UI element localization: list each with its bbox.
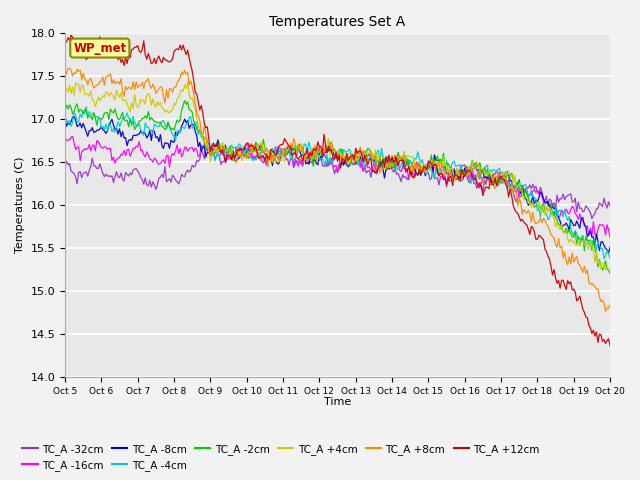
TC_A -8cm [373, 168, 381, 174]
TC_A -2cm [61, 107, 69, 113]
TC_A -4cm [606, 255, 614, 261]
TC_A +12cm [373, 171, 381, 177]
Title: Temperatures Set A: Temperatures Set A [269, 15, 406, 29]
TC_A -4cm [76, 111, 84, 117]
TC_A -2cm [541, 208, 549, 214]
TC_A +12cm [606, 343, 614, 348]
Line: TC_A -8cm: TC_A -8cm [65, 116, 610, 253]
TC_A +4cm [602, 267, 609, 273]
TC_A +12cm [541, 246, 549, 252]
TC_A -16cm [61, 135, 69, 141]
Line: TC_A +8cm: TC_A +8cm [65, 69, 610, 311]
Line: TC_A +12cm: TC_A +12cm [65, 35, 610, 346]
TC_A -2cm [373, 156, 381, 162]
TC_A -32cm [588, 216, 596, 222]
TC_A -8cm [164, 140, 172, 146]
TC_A -32cm [606, 204, 614, 209]
TC_A -8cm [78, 125, 86, 131]
Line: TC_A -16cm: TC_A -16cm [65, 136, 610, 237]
TC_A -2cm [391, 165, 399, 171]
TC_A -16cm [541, 201, 549, 206]
TC_A +4cm [163, 108, 170, 113]
TC_A -4cm [373, 150, 381, 156]
TC_A -4cm [61, 116, 69, 122]
TC_A -4cm [541, 210, 549, 216]
TC_A -16cm [68, 133, 76, 139]
TC_A -16cm [391, 155, 399, 160]
TC_A -32cm [61, 163, 69, 168]
TC_A -8cm [403, 160, 411, 166]
TC_A +4cm [541, 213, 549, 218]
TC_A +4cm [606, 265, 614, 271]
TC_A -8cm [61, 116, 69, 121]
TC_A +4cm [403, 153, 411, 159]
TC_A -16cm [78, 149, 86, 155]
TC_A -32cm [76, 168, 84, 174]
TC_A +8cm [606, 301, 614, 307]
TC_A +12cm [403, 168, 411, 174]
TC_A -2cm [76, 107, 84, 112]
TC_A -8cm [391, 153, 399, 158]
TC_A +12cm [78, 52, 86, 58]
TC_A +4cm [61, 84, 69, 90]
TC_A -4cm [83, 104, 90, 110]
TC_A +8cm [78, 77, 86, 83]
TC_A +12cm [67, 32, 75, 38]
Y-axis label: Temperatures (C): Temperatures (C) [15, 157, 25, 253]
TC_A -16cm [164, 153, 172, 158]
Legend: TC_A -32cm, TC_A -16cm, TC_A -8cm, TC_A -4cm, TC_A -2cm, TC_A +4cm, TC_A +8cm, T: TC_A -32cm, TC_A -16cm, TC_A -8cm, TC_A … [18, 439, 544, 475]
TC_A +8cm [164, 95, 172, 101]
Line: TC_A +4cm: TC_A +4cm [65, 82, 610, 270]
X-axis label: Time: Time [324, 397, 351, 408]
TC_A -2cm [606, 271, 614, 276]
TC_A -2cm [163, 125, 170, 131]
TC_A -4cm [164, 120, 172, 125]
TC_A +8cm [403, 162, 411, 168]
TC_A +8cm [61, 74, 69, 80]
Line: TC_A -32cm: TC_A -32cm [65, 146, 610, 219]
TC_A -32cm [244, 144, 252, 149]
TC_A +4cm [184, 79, 191, 85]
Line: TC_A -2cm: TC_A -2cm [65, 101, 610, 274]
TC_A +8cm [541, 217, 549, 223]
Line: TC_A -4cm: TC_A -4cm [65, 107, 610, 258]
TC_A -16cm [403, 166, 411, 172]
TC_A +4cm [391, 156, 399, 162]
TC_A -4cm [391, 167, 399, 172]
TC_A +4cm [373, 157, 381, 163]
Text: WP_met: WP_met [73, 42, 127, 55]
TC_A -16cm [606, 234, 614, 240]
TC_A -8cm [605, 250, 612, 256]
TC_A -8cm [541, 199, 549, 205]
TC_A +8cm [64, 66, 72, 72]
TC_A -8cm [606, 244, 614, 250]
TC_A -2cm [403, 162, 411, 168]
TC_A -32cm [541, 197, 549, 203]
TC_A +12cm [391, 157, 399, 163]
TC_A -16cm [373, 166, 381, 172]
TC_A +8cm [373, 167, 381, 173]
TC_A +12cm [61, 39, 69, 45]
TC_A +4cm [76, 90, 84, 96]
TC_A -32cm [163, 179, 170, 185]
TC_A -32cm [391, 166, 399, 172]
TC_A -4cm [600, 255, 608, 261]
TC_A -32cm [403, 177, 411, 182]
TC_A +8cm [602, 308, 609, 314]
TC_A -8cm [70, 113, 78, 119]
TC_A -2cm [180, 98, 188, 104]
TC_A -32cm [373, 166, 381, 171]
TC_A +12cm [164, 59, 172, 64]
TC_A -4cm [403, 156, 411, 162]
TC_A +8cm [391, 153, 399, 158]
